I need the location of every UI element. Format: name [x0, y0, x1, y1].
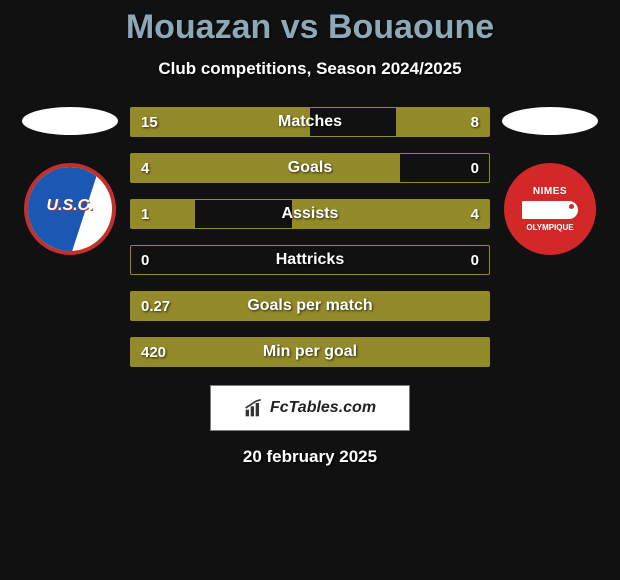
bar-value-right: 0 — [471, 246, 479, 274]
bar-value-left: 420 — [141, 338, 166, 366]
watermark: FcTables.com — [210, 385, 410, 431]
bar-value-left: 0.27 — [141, 292, 170, 320]
bar-value-right: 8 — [471, 108, 479, 136]
bar-value-left: 0 — [141, 246, 149, 274]
bar-fill-left — [131, 338, 489, 366]
chart-icon — [244, 398, 264, 418]
bar-value-right: 0 — [471, 154, 479, 182]
stat-bar: 420Min per goal — [130, 337, 490, 367]
bar-fill-left — [131, 154, 400, 182]
club-badge-left: U.S.C. — [24, 163, 116, 255]
subtitle: Club competitions, Season 2024/2025 — [0, 59, 620, 79]
bar-fill-right — [292, 200, 489, 228]
stat-bar: 0.27Goals per match — [130, 291, 490, 321]
bar-value-right: 4 — [471, 200, 479, 228]
stat-bar: 158Matches — [130, 107, 490, 137]
stat-bar: 0 0Hattricks — [130, 245, 490, 275]
stat-bar: 14Assists — [130, 199, 490, 229]
bar-value-left: 1 — [141, 200, 149, 228]
watermark-text: FcTables.com — [270, 399, 376, 417]
bar-fill-left — [131, 292, 489, 320]
club-badge-right-top: NIMES — [533, 186, 567, 197]
date-label: 20 february 2025 — [0, 447, 620, 467]
page-title: Mouazan vs Bouaoune — [0, 8, 620, 47]
stat-bars: 158Matches40Goals14Assists00Hattricks0.2… — [130, 107, 490, 367]
bar-label: Hattricks — [131, 246, 489, 274]
club-badge-right: NIMES OLYMPIQUE — [504, 163, 596, 255]
bar-value-left: 4 — [141, 154, 149, 182]
right-side: NIMES OLYMPIQUE — [500, 107, 600, 255]
left-side: U.S.C. — [20, 107, 120, 255]
player-silhouette-left — [22, 107, 118, 135]
club-badge-right-bottom: OLYMPIQUE — [526, 223, 573, 232]
club-badge-left-text: U.S.C. — [28, 197, 112, 215]
stat-bar: 40Goals — [130, 153, 490, 183]
player-silhouette-right — [502, 107, 598, 135]
crocodile-icon — [522, 201, 578, 219]
content-row: U.S.C. 158Matches40Goals14Assists00Hattr… — [0, 107, 620, 367]
bar-value-left: 15 — [141, 108, 158, 136]
comparison-card: Mouazan vs Bouaoune Club competitions, S… — [0, 0, 620, 467]
